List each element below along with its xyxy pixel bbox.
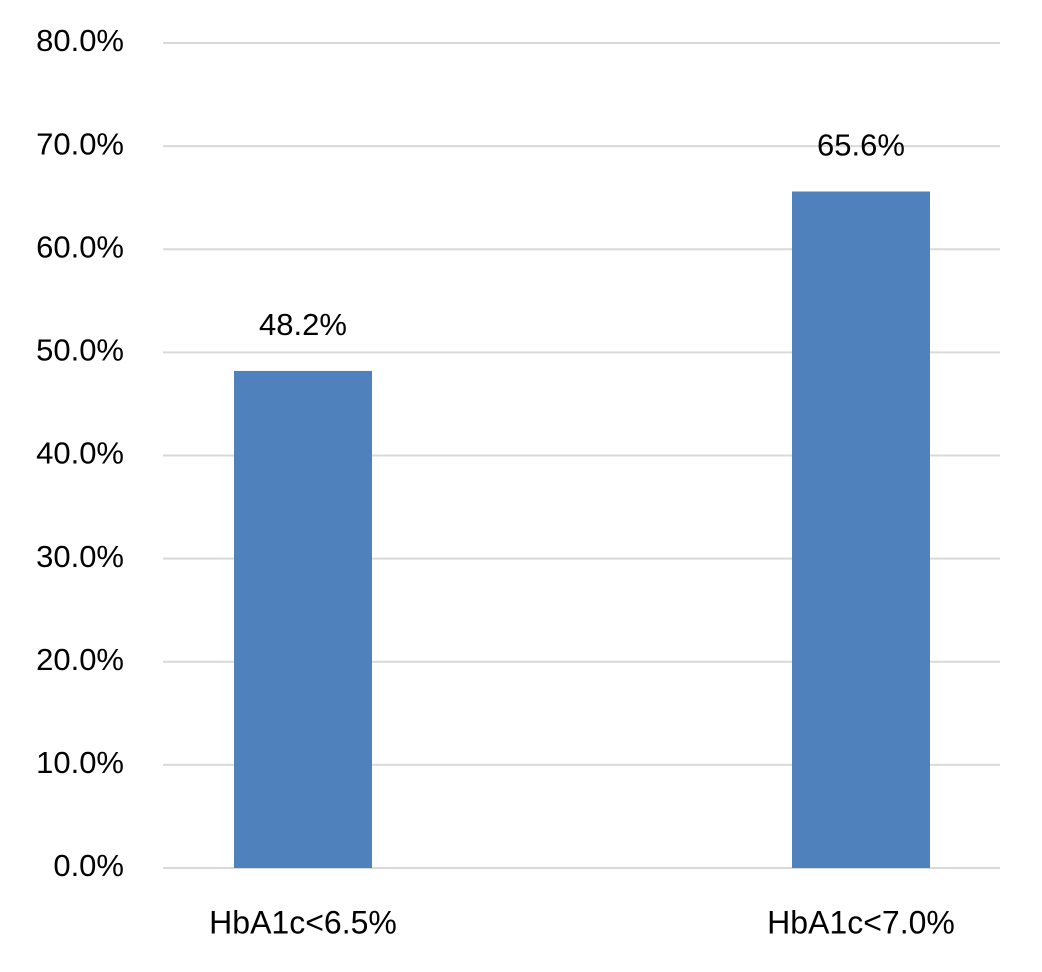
y-tick-label: 50.0% xyxy=(36,333,124,368)
y-tick-label: 40.0% xyxy=(36,436,124,471)
bar xyxy=(234,370,372,868)
y-tick-label: 20.0% xyxy=(36,642,124,677)
value-label: 48.2% xyxy=(259,307,347,342)
value-label: 65.6% xyxy=(817,128,905,163)
y-tick-label: 30.0% xyxy=(36,539,124,574)
y-tick-label: 0.0% xyxy=(53,848,124,883)
x-tick-label: HbA1c<7.0% xyxy=(767,904,955,940)
bar xyxy=(792,191,930,868)
y-tick-label: 10.0% xyxy=(36,745,124,780)
y-tick-label: 60.0% xyxy=(36,229,124,264)
x-tick-label: HbA1c<6.5% xyxy=(209,904,397,940)
y-tick-label: 80.0% xyxy=(36,23,124,58)
y-tick-label: 70.0% xyxy=(36,126,124,161)
